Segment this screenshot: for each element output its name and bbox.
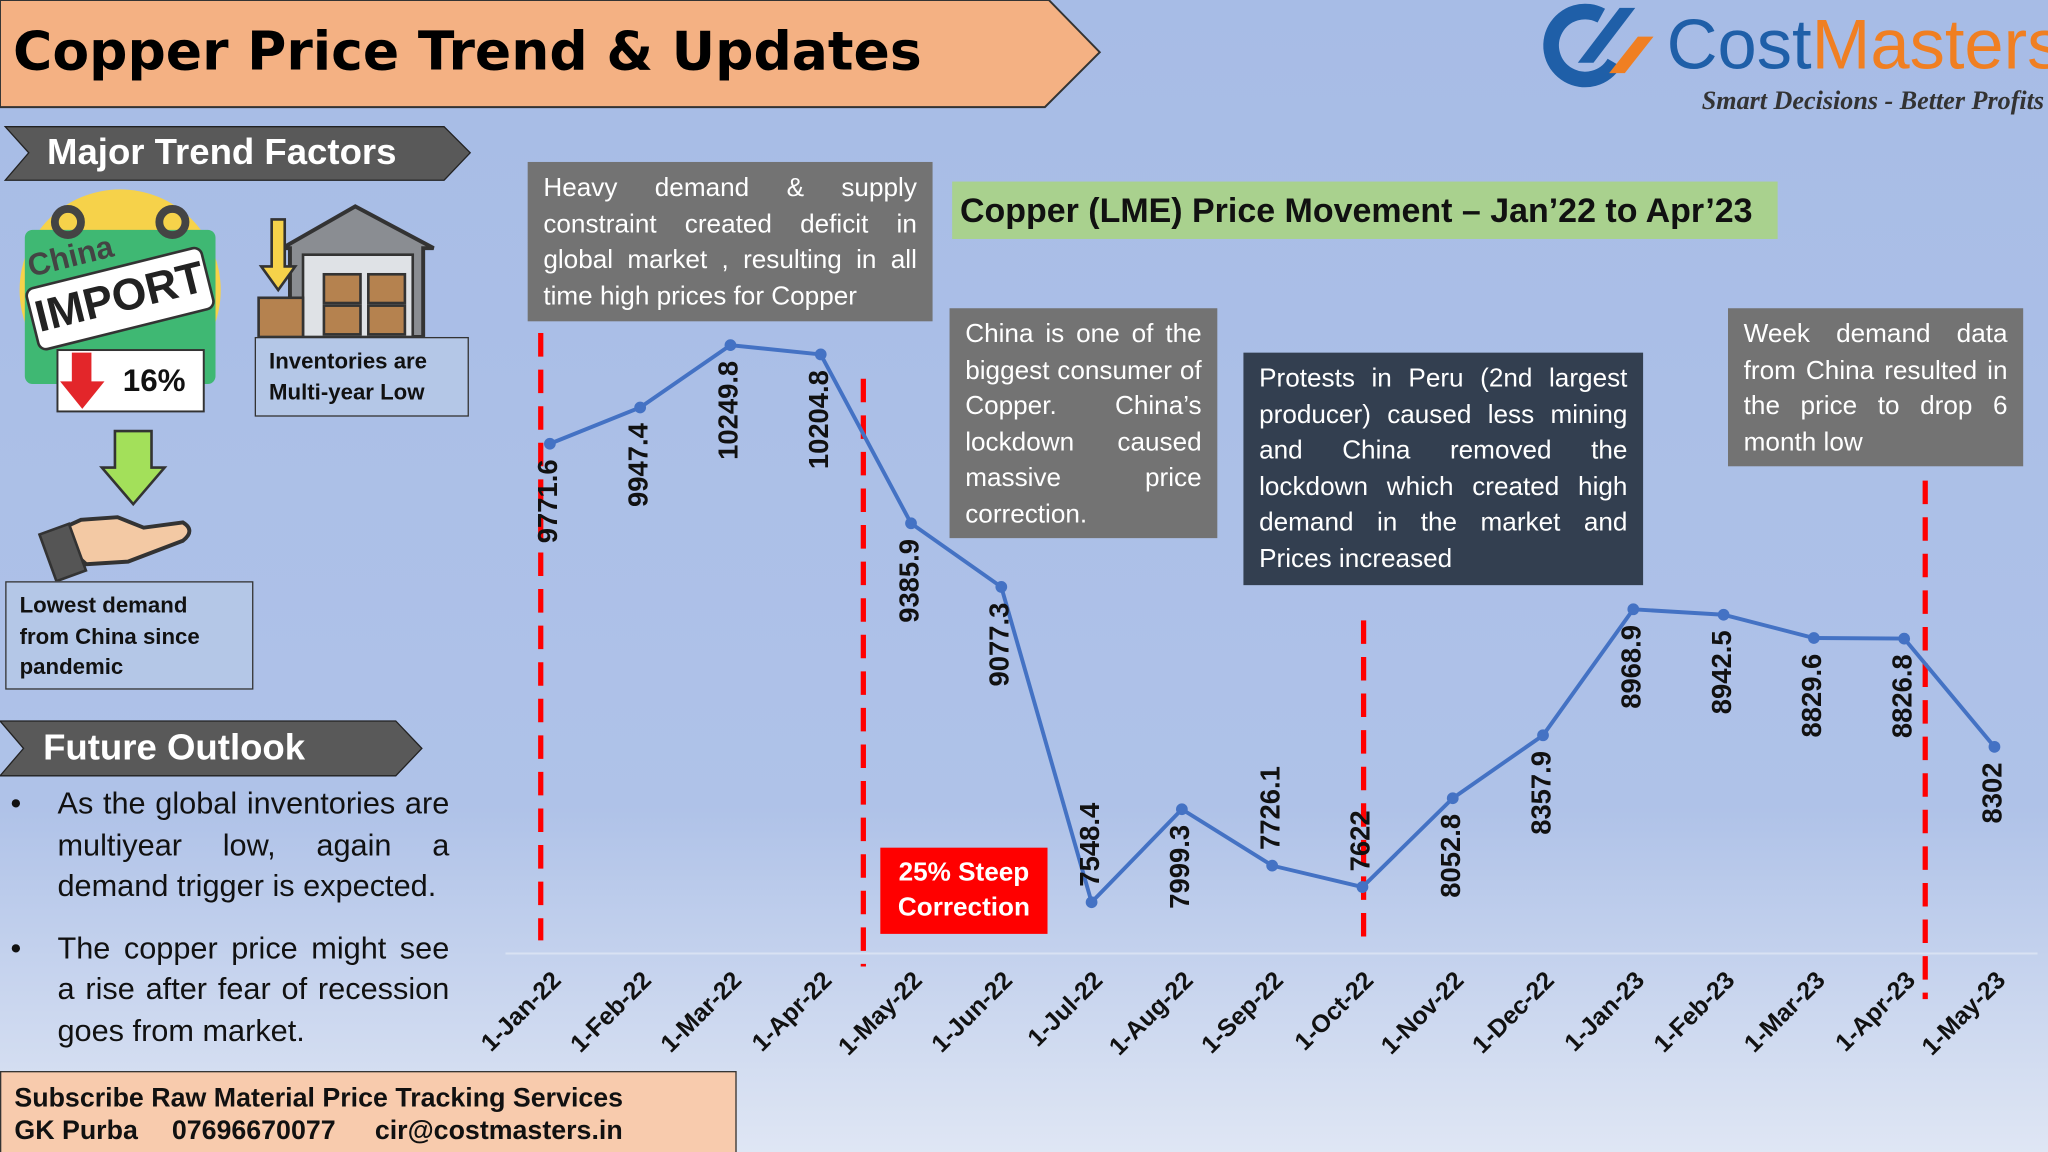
factors-heading: Major Trend Factors <box>47 131 396 172</box>
import-change: 16% <box>123 363 186 398</box>
x-tick-label: 1-Mar-22 <box>656 967 747 1058</box>
value-label: 8302 <box>1977 763 2008 824</box>
point <box>1446 792 1459 805</box>
value-label: 10204.8 <box>803 370 834 469</box>
logo-tagline: Smart Decisions - Better Profits <box>1702 86 2044 115</box>
logo-icon <box>1577 7 1636 63</box>
annotation: Heavy demand & supply constraint created… <box>527 161 933 322</box>
down-arrow <box>60 352 105 409</box>
import-tag <box>25 246 215 351</box>
chart-title: Copper (LME) Price Movement – Jan’22 to … <box>952 181 1778 240</box>
x-tick-label: 1-Apr-22 <box>747 967 837 1057</box>
x-tick-label: 1-Feb-23 <box>1649 967 1740 1058</box>
x-tick-label: 1-Aug-22 <box>1104 967 1198 1061</box>
x-tick-label: 1-Feb-22 <box>566 967 657 1058</box>
value-label: 7622 <box>1345 810 1376 871</box>
point <box>905 517 917 530</box>
down-arrow <box>258 218 298 293</box>
footer-contact: GK Purba 07696670077 cir@costmasters.in <box>14 1114 722 1147</box>
annotation: China is one of the biggest consumer of … <box>949 308 1218 539</box>
x-tick-label: 1-Dec-22 <box>1468 967 1560 1059</box>
value-label: 9077.3 <box>984 603 1015 687</box>
down-arrow <box>99 429 168 507</box>
point <box>1988 740 2001 753</box>
icon-ring <box>155 205 190 240</box>
point <box>1356 881 1369 893</box>
sleeve <box>37 522 88 583</box>
outlook-banner <box>0 720 423 777</box>
value-label: 7548.4 <box>1074 802 1105 887</box>
value-label: 8829.6 <box>1796 654 1827 738</box>
point <box>1537 729 1549 742</box>
contact-email: cir@costmasters.in <box>374 1115 623 1146</box>
point <box>814 348 827 361</box>
inventory-note: Inventories are Multi-year Low <box>254 336 469 417</box>
point <box>995 581 1008 593</box>
value-label: 8968.9 <box>1616 625 1647 709</box>
x-tick-label: 1-Apr-23 <box>1831 967 1921 1057</box>
outlook-list: As the global inventories are multiyear … <box>10 784 449 1073</box>
footer: Subscribe Raw Material Price Tracking Se… <box>0 1071 737 1152</box>
point <box>1898 632 1911 645</box>
value-label: 9947.4 <box>622 422 653 507</box>
annotation: 25% Steep Correction <box>880 847 1048 934</box>
value-label: 7726.1 <box>1254 766 1285 850</box>
point <box>543 437 556 450</box>
footer-line: Subscribe Raw Material Price Tracking Se… <box>14 1082 624 1113</box>
title-banner <box>0 0 1102 109</box>
icon-ring <box>50 205 85 240</box>
value-label: 8052.8 <box>1435 814 1466 898</box>
box <box>322 304 362 336</box>
point <box>1627 603 1640 616</box>
box <box>257 296 305 339</box>
value-label: 8942.5 <box>1706 630 1737 714</box>
value-label: 9771.6 <box>532 459 563 543</box>
x-tick-label: 1-May-22 <box>834 967 928 1061</box>
x-tick-label: 1-Jan-22 <box>476 967 566 1057</box>
x-tick-label: 1-Jan-23 <box>1560 967 1650 1057</box>
value-label: 8826.8 <box>1886 654 1917 738</box>
point <box>1717 608 1730 621</box>
demand-note: Lowest demand from China since pandemic <box>5 581 254 690</box>
point <box>634 401 647 414</box>
annotation: Protests in Peru (2nd largest producer) … <box>1243 352 1644 586</box>
box <box>322 272 362 305</box>
box <box>367 304 407 336</box>
x-tick-label: 1-Sep-22 <box>1197 967 1289 1059</box>
x-tick-label: 1-Jul-22 <box>1023 967 1108 1052</box>
logo-icon <box>1543 3 1622 88</box>
annotation: Week demand data from China resulted in … <box>1727 308 2024 467</box>
box <box>367 272 407 305</box>
x-tick-label: 1-May-23 <box>1917 967 2011 1061</box>
point <box>724 339 737 352</box>
point <box>1085 896 1098 909</box>
page-title: Copper Price Trend & Updates <box>13 19 922 82</box>
x-tick-label: 1-Jun-22 <box>927 967 1018 1058</box>
point <box>1175 803 1188 816</box>
hand <box>48 515 192 567</box>
contact-name: GK Purba <box>14 1115 138 1146</box>
value-label: 8357.9 <box>1525 751 1556 835</box>
x-tick-label: 1-Nov-22 <box>1376 967 1469 1060</box>
x-tick-label: 1-Oct-22 <box>1290 967 1379 1056</box>
logo-icon <box>1609 36 1654 74</box>
outlook-bullet: The copper price might see a rise after … <box>10 928 449 1051</box>
value-label: 10249.8 <box>713 361 744 460</box>
value-label: 9385.9 <box>893 539 924 623</box>
point <box>1807 632 1820 644</box>
x-tick-label: 1-Mar-23 <box>1739 967 1830 1058</box>
factors-banner <box>3 126 472 181</box>
logo-name: CostMasters <box>1667 4 2048 83</box>
outlook-heading: Future Outlook <box>43 726 306 767</box>
point <box>1266 859 1279 872</box>
outlook-bullet: As the global inventories are multiyear … <box>10 784 449 907</box>
contact-phone: 07696670077 <box>171 1115 336 1146</box>
value-label: 7999.3 <box>1164 825 1195 909</box>
